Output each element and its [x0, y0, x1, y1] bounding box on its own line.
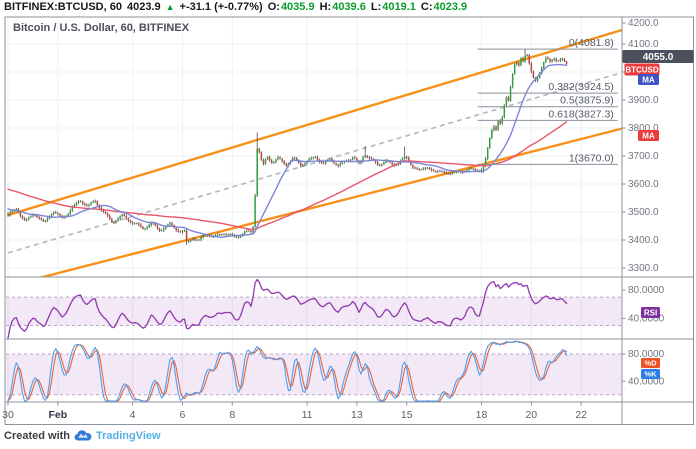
trend-dashed-line [7, 72, 621, 254]
high-value: 4039.6 [332, 1, 366, 13]
time-tick-label: 20 [525, 409, 537, 421]
rsi-badge: RSI [641, 307, 660, 318]
fib-level-label: 0(4081.8) [569, 37, 614, 49]
stoch-pane [6, 340, 622, 402]
low-value: 4019.1 [382, 1, 416, 13]
time-tick-label: 22 [575, 409, 587, 421]
scale-tick-label: 40.0000 [628, 314, 665, 325]
rsi-band [6, 297, 622, 326]
scale-tick-label: 3300.0 [628, 263, 659, 274]
scale-tick-label: 4100.0 [628, 39, 659, 50]
symbol-info-bar: BITFINEX:BTCUSD, 60 4023.9 ▲ +-31.1 (+-0… [4, 1, 467, 16]
scale-tick-label: 3800.0 [628, 123, 659, 134]
scale-tick-label: 3700.0 [628, 151, 659, 162]
rsi-pane [6, 278, 622, 339]
svg-text:RSI: RSI [644, 308, 657, 317]
time-tick-label: 6 [180, 409, 186, 421]
price-change: +-31.1 (+-0.77%) [179, 1, 263, 13]
ma-fast-badge: MA [638, 74, 659, 85]
channel-upper-line [7, 28, 622, 217]
pane-frame [4, 16, 694, 425]
moving-averages [7, 63, 568, 238]
last-price-badge: 4055.0 [622, 50, 694, 63]
attribution-footer: Created with TradingView [4, 429, 161, 442]
fib-retracement: 0(4081.8) 0.382(3924.5) 0.5(3875.9)0.618(3… [477, 37, 618, 165]
scale-tick-label: 40.0000 [628, 376, 665, 387]
time-tick-label: 13 [351, 409, 363, 421]
high-label: H: [319, 1, 332, 13]
close-value: 4023.9 [433, 1, 468, 13]
scale-tick-label: 3500.0 [628, 207, 659, 218]
trend-drawings [7, 28, 622, 277]
close-label: C: [420, 1, 433, 13]
fib-level-label: 0.618(3827.3) [548, 108, 613, 120]
up-arrow-icon: ▲ [165, 2, 175, 12]
svg-text:%D: %D [644, 359, 657, 368]
stoch-k-line [7, 340, 568, 402]
price-scale[interactable]: 4200.04100.04000.03900.03800.03700.03600… [622, 18, 665, 387]
fib-level-label: 0.382(3924.5) [548, 81, 613, 93]
symbol-title: BITFINEX:BTCUSD, 60 [4, 1, 122, 13]
svg-text:MA: MA [642, 75, 655, 84]
chart-description-label: Bitcoin / U.S. Dollar, 60, BITFINEX [13, 22, 190, 34]
channel-lower-line [37, 127, 622, 277]
low-label: L: [370, 1, 382, 13]
ma-slow-badge: MA [638, 130, 659, 141]
stoch-k-badge: %K [641, 369, 660, 379]
scale-tick-label: 3400.0 [628, 235, 659, 246]
candlestick-series [7, 49, 568, 246]
svg-text:MA: MA [642, 131, 655, 140]
btcusd-series-badge: BTCUSD [624, 63, 660, 76]
tradingview-logo-icon [74, 430, 92, 441]
scale-tick-label: 3600.0 [628, 179, 659, 190]
time-tick-label: 15 [401, 409, 413, 421]
time-scale[interactable]: 30 Feb 4 6 8 11 13 15 18 20 22 [2, 402, 587, 421]
created-with-label: Created with [4, 429, 71, 442]
svg-text:BTCUSD: BTCUSD [625, 65, 659, 74]
fib-level-label: 0.5(3875.9) [560, 95, 614, 107]
ma-slow-line [7, 121, 568, 231]
time-tick-label: 4 [130, 409, 136, 421]
stoch-d-badge: %D [641, 358, 660, 368]
time-tick-label: 18 [476, 409, 488, 421]
svg-text:4055.0: 4055.0 [643, 52, 674, 63]
stoch-d-line [7, 341, 568, 402]
open-value: 4035.9 [280, 1, 315, 13]
ma-fast-line [7, 63, 568, 238]
last-price: 4023.9 [126, 1, 161, 13]
scale-tick-label: 4200.0 [628, 18, 659, 29]
time-tick-label: 11 [302, 409, 313, 421]
open-label: O: [267, 1, 280, 13]
tradingview-brand-label[interactable]: TradingView [96, 429, 161, 442]
fib-level-label: 1(3670.0) [569, 152, 614, 164]
time-tick-label: Feb [49, 409, 68, 421]
time-tick-label: 30 [2, 409, 14, 421]
grid-lines [6, 17, 622, 402]
scale-tick-label: 3900.0 [628, 95, 659, 106]
svg-text:%K: %K [644, 370, 657, 379]
scale-tick-label: 80.0000 [628, 285, 665, 296]
rsi-line [7, 278, 568, 339]
time-tick-label: 8 [229, 409, 235, 421]
scale-tick-label: 80.0000 [628, 349, 665, 360]
